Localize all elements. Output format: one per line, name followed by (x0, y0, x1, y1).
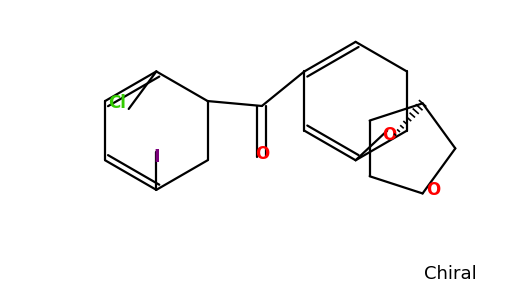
Text: O: O (426, 181, 441, 199)
Text: Chiral: Chiral (424, 265, 477, 283)
Text: O: O (382, 126, 396, 144)
Text: O: O (255, 145, 269, 163)
Text: Cl: Cl (108, 94, 126, 112)
Text: I: I (153, 149, 160, 166)
